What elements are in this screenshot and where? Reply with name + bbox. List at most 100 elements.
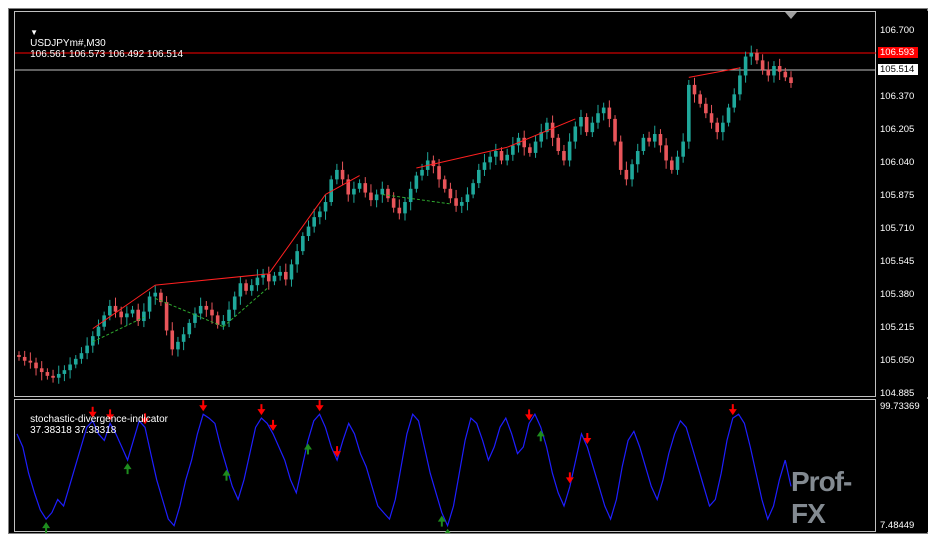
price-tick-label: 105.545 (880, 256, 915, 267)
candle-body (556, 137, 561, 152)
candle-body (448, 188, 453, 199)
price-tick-label: 106.205 (880, 124, 915, 135)
candle-body (607, 107, 612, 119)
candle-body (108, 305, 112, 316)
candle-body (408, 188, 413, 203)
candle-body (698, 94, 702, 104)
candle-body (431, 160, 436, 167)
dropdown-triangle-icon[interactable]: ▼ (30, 28, 39, 37)
candle-body (153, 292, 158, 297)
candle-body (210, 309, 214, 316)
stochastic-chart[interactable] (15, 400, 877, 533)
candle-body (647, 137, 651, 142)
up-arrow-icon (437, 515, 446, 522)
price-axis[interactable] (876, 11, 928, 397)
candle-body (227, 309, 231, 322)
candle-body (79, 353, 84, 359)
candle-body (494, 151, 498, 157)
down-arrow-icon (728, 409, 737, 416)
candle-body (170, 330, 175, 350)
candle-body (329, 179, 334, 203)
candle-body (641, 137, 646, 152)
candle-body (397, 207, 402, 214)
candle-body (374, 194, 379, 201)
down-arrow-icon (257, 409, 266, 416)
candle-body (499, 151, 504, 161)
candle-body (584, 117, 589, 133)
candle-body (90, 336, 95, 346)
candle-body (193, 313, 197, 323)
candle-body (709, 113, 714, 123)
candle-body (635, 151, 640, 165)
candle-body (721, 122, 725, 133)
candle-body (369, 192, 373, 201)
divergence-line (92, 284, 156, 330)
candle-body (437, 166, 441, 180)
candle-body (323, 202, 328, 212)
candle-body (85, 345, 89, 354)
candle-body (335, 169, 339, 180)
candle-body (522, 137, 527, 148)
indicator-pane[interactable]: stochastic-divergence-indicator 37.38318… (14, 399, 877, 533)
up-arrow-icon (222, 469, 231, 476)
indicator-title: stochastic-divergence-indicator 37.38318… (19, 403, 168, 447)
candle-body (22, 356, 27, 361)
candle-body (590, 122, 595, 133)
price-chart-pane[interactable]: ▼ USDJPYm#,M30 106.561 106.573 106.492 1… (14, 11, 877, 398)
up-arrow-icon (303, 443, 312, 450)
candle-body (726, 107, 731, 123)
candle-body (488, 156, 492, 163)
candle-body (346, 179, 351, 195)
candle-body (420, 169, 424, 176)
candle-body (352, 188, 356, 195)
up-arrow-icon (536, 430, 545, 437)
candle-body (147, 296, 152, 312)
candle-body (136, 309, 141, 322)
bid-price-tag: 105.514 (878, 64, 918, 75)
candle-body (380, 188, 385, 195)
up-arrow-icon (444, 528, 451, 533)
candle-body (266, 273, 271, 282)
price-tick-label: 105.215 (880, 322, 915, 333)
candle-body (130, 309, 135, 314)
candle-body (681, 141, 685, 157)
candle-body (261, 273, 265, 278)
divergence-line (506, 118, 576, 148)
candle-body (704, 103, 708, 114)
candle-body (442, 179, 447, 189)
indicator-name: stochastic-divergence-indicator (30, 414, 168, 425)
price-tick-label: 106.700 (880, 25, 915, 36)
candle-body (278, 271, 282, 276)
candle-body (386, 188, 390, 199)
candlestick-chart[interactable] (15, 12, 877, 398)
candle-body (624, 169, 629, 180)
candle-body (482, 162, 487, 170)
ask-price-tag: 106.593 (878, 47, 918, 58)
candle-body (51, 375, 55, 378)
candle-body (255, 277, 260, 286)
divergence-dashed-line (223, 286, 270, 328)
candle-body (357, 183, 362, 189)
candle-body (215, 315, 220, 325)
candle-body (777, 66, 782, 72)
candle-body (164, 302, 169, 331)
candle-body (454, 198, 458, 206)
price-tick-label: 106.040 (880, 157, 915, 168)
price-tick-label: 105.050 (880, 355, 915, 366)
divergence-line (155, 273, 269, 286)
candle-body (511, 145, 515, 155)
candle-body (340, 169, 345, 180)
indicator-axis[interactable] (876, 399, 928, 532)
divergence-dashed-line (155, 297, 224, 328)
candle-body (749, 52, 754, 57)
candle-body (760, 60, 765, 70)
candle-body (62, 370, 67, 374)
candle-body (476, 169, 481, 184)
candle-body (68, 364, 72, 371)
up-arrow-icon (42, 522, 51, 529)
shift-marker-icon[interactable] (785, 12, 797, 19)
candle-body (652, 134, 657, 142)
candle-body (272, 275, 277, 282)
candle-body (45, 372, 50, 376)
candle-body (34, 362, 38, 369)
